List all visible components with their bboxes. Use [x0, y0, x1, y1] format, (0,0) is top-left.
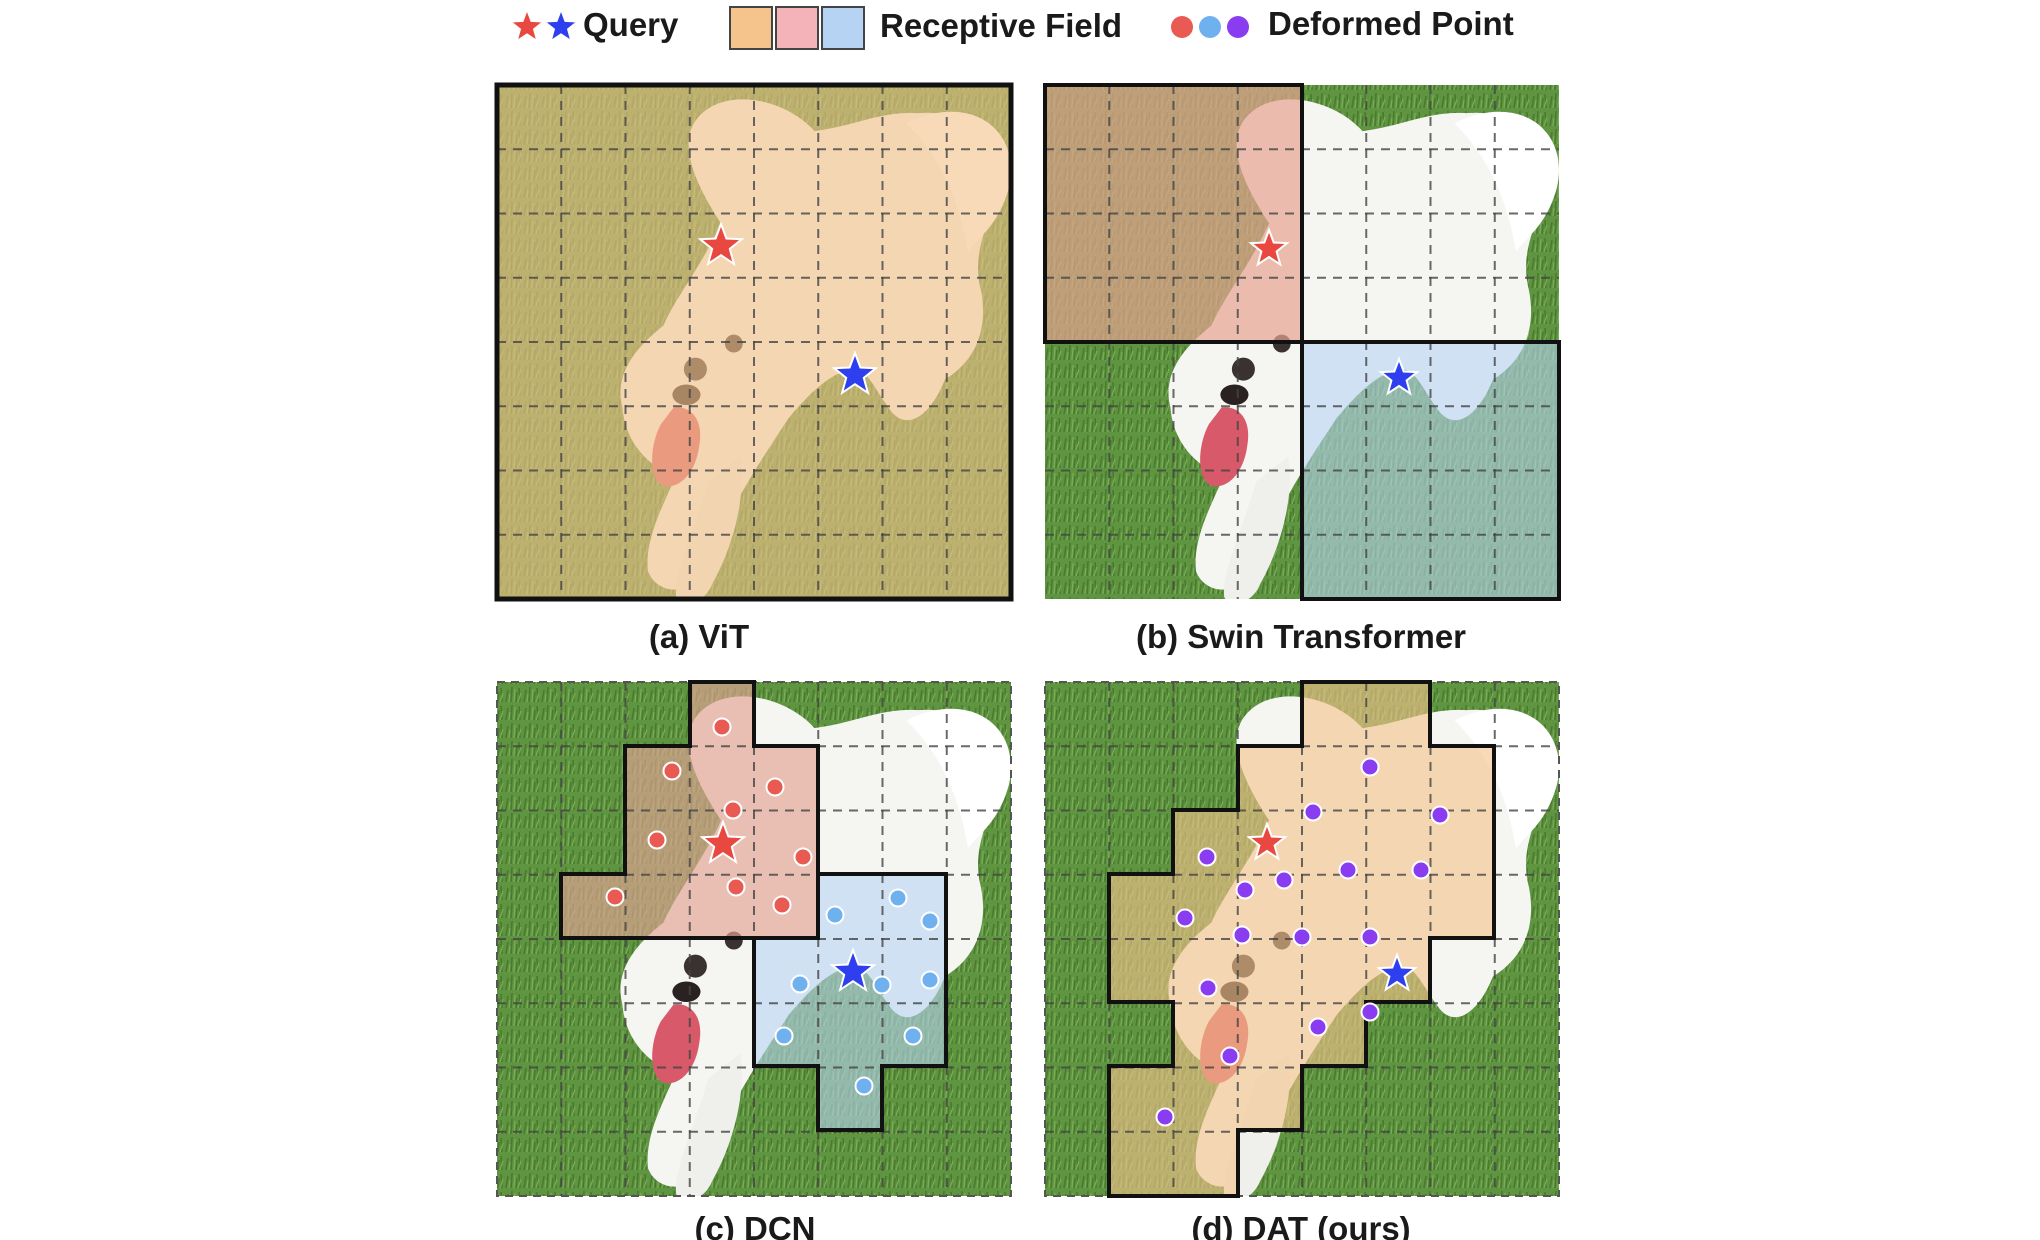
deformed-point — [712, 717, 732, 737]
deformed-point — [1360, 757, 1380, 777]
deformed-point — [774, 1026, 794, 1046]
query-star-blue — [1378, 356, 1420, 396]
deformed-point — [726, 877, 746, 897]
deformed-point — [1197, 847, 1217, 867]
deformed-point — [1198, 978, 1218, 998]
query-star-red — [1248, 227, 1290, 267]
deformed-point — [872, 975, 892, 995]
deformed-point — [772, 895, 792, 915]
deformed-point — [1411, 860, 1431, 880]
legend: Query Receptive Field Deformed Point — [508, 5, 1514, 50]
deformed-point — [723, 800, 743, 820]
dot-purple-icon — [1227, 16, 1249, 38]
swin-window-red — [1043, 83, 1304, 344]
deformed-point — [1175, 908, 1195, 928]
deformed-point — [1292, 927, 1312, 947]
deformed-point — [1220, 1046, 1240, 1066]
deformed-point — [1360, 927, 1380, 947]
deformed-point — [1235, 880, 1255, 900]
deformed-point — [854, 1076, 874, 1096]
deformed-point — [920, 970, 940, 990]
deformed-point — [920, 911, 940, 931]
legend-receptive-field-label: Receptive Field — [880, 7, 1122, 44]
vit-frame — [494, 82, 1014, 602]
caption-dat: (d) DAT (ours) — [1191, 1210, 1410, 1240]
swatch-pink — [775, 6, 819, 50]
query-star-red — [1246, 821, 1288, 861]
legend-deformed-point-label: Deformed Point — [1268, 5, 1514, 42]
panel-vit — [497, 85, 1011, 599]
swin-window-blue — [1300, 340, 1561, 601]
deformed-point — [903, 1026, 923, 1046]
star-blue-icon — [542, 7, 580, 43]
deformed-point — [765, 777, 785, 797]
dcn-blue-outline — [752, 872, 948, 1132]
dat-outline — [1107, 680, 1496, 1198]
deformed-point — [1155, 1107, 1175, 1127]
dcn-red-points — [605, 717, 813, 915]
caption-dcn: (c) DCN — [695, 1210, 816, 1240]
deformed-point — [1338, 860, 1358, 880]
caption-vit: (a) ViT — [649, 618, 749, 655]
deformed-point — [888, 888, 908, 908]
deformed-point — [790, 974, 810, 994]
deformed-point — [1303, 802, 1323, 822]
star-red-icon — [508, 7, 546, 43]
query-star-blue — [829, 947, 877, 993]
dcn-blue-points — [774, 888, 940, 1096]
dot-blue-icon — [1199, 16, 1221, 38]
dat-purple-points — [1155, 757, 1450, 1127]
query-star-blue — [1376, 952, 1418, 992]
query-star-red — [697, 221, 745, 267]
legend-query-label: Query — [583, 6, 679, 43]
deformed-point — [605, 887, 625, 907]
deformed-point — [1232, 925, 1252, 945]
dot-red-icon — [1171, 16, 1193, 38]
swatch-blue — [821, 6, 865, 50]
deformed-point — [662, 761, 682, 781]
dcn-red-outline — [559, 680, 820, 940]
deformed-point — [1308, 1017, 1328, 1037]
deformed-point — [1430, 805, 1450, 825]
query-star-red — [699, 819, 747, 865]
query-star-blue — [831, 350, 879, 396]
deformed-point — [825, 905, 845, 925]
deformed-point — [647, 830, 667, 850]
deformed-point — [1360, 1002, 1380, 1022]
deformed-point — [793, 847, 813, 867]
caption-swin: (b) Swin Transformer — [1136, 618, 1466, 655]
swatch-orange — [729, 6, 773, 50]
deformed-point — [1274, 870, 1294, 890]
